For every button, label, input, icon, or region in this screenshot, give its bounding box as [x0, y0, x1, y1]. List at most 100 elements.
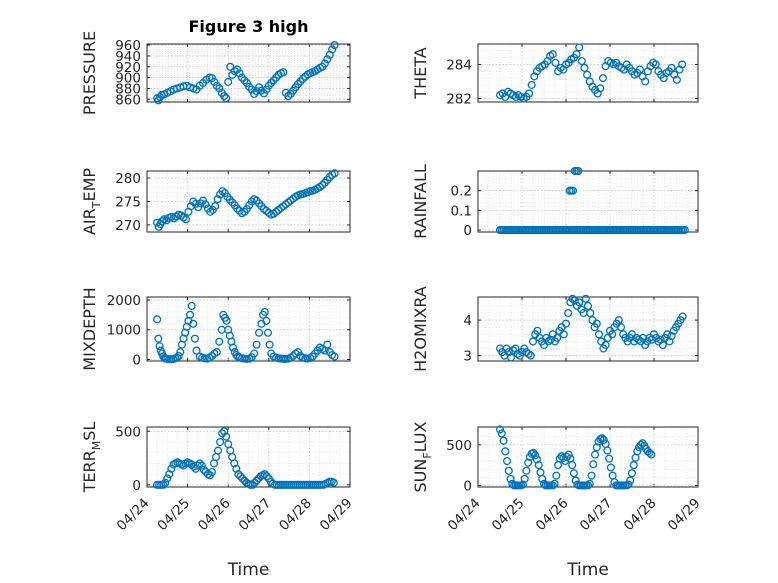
data-point	[592, 319, 601, 328]
data-point	[328, 45, 337, 54]
data-point	[222, 316, 231, 325]
data-point	[497, 429, 506, 438]
data-point	[577, 57, 586, 66]
data-point	[524, 89, 534, 98]
y-axis-label: AIRTEMP	[80, 168, 103, 235]
data-point	[190, 334, 199, 343]
data-point	[532, 455, 542, 464]
x-tick-label: 04/24	[445, 495, 484, 534]
data-point	[263, 328, 273, 337]
data-point	[236, 472, 245, 481]
data-point	[561, 319, 571, 328]
y-tick-label: 280	[115, 171, 141, 187]
data-point	[153, 315, 162, 324]
data-point	[627, 469, 637, 478]
data-point	[213, 195, 222, 204]
data-point	[568, 461, 577, 470]
data-point	[678, 60, 687, 69]
data-point	[636, 440, 645, 449]
subplot-theta: 282 284 THETA	[411, 43, 699, 108]
data-point	[575, 298, 584, 307]
data-point	[495, 425, 505, 434]
data-point	[189, 319, 198, 328]
data-point	[552, 471, 561, 480]
data-point	[564, 308, 573, 318]
data-point	[501, 447, 510, 456]
data-point	[199, 465, 208, 474]
data-point	[215, 337, 224, 346]
x-tick-label: 04/26	[533, 495, 572, 534]
subplot-h2omixra: 3 4 H2OMIXRA	[411, 286, 699, 372]
x-tick-label: 04/25	[489, 495, 528, 534]
data-point	[329, 478, 338, 487]
x-tick-label: 04/26	[195, 495, 234, 534]
y-tick-label: 940	[115, 49, 141, 65]
x-tick-label: 04/28	[621, 495, 660, 534]
y-tick-label: 284	[446, 57, 472, 73]
data-point	[193, 461, 202, 470]
data-point	[528, 337, 538, 346]
data-point	[265, 340, 274, 349]
data-point	[614, 316, 623, 325]
y-tick-label: 500	[446, 438, 472, 454]
data-point	[252, 340, 261, 349]
data-point	[250, 478, 259, 487]
data-point	[330, 352, 339, 361]
y-tick-label: 0.1	[451, 203, 472, 219]
data-point	[176, 348, 185, 357]
data-point	[157, 217, 167, 226]
data-point	[232, 464, 241, 473]
data-point	[192, 346, 201, 355]
y-tick-label: 0	[132, 478, 141, 494]
data-point	[590, 450, 600, 459]
data-point	[238, 474, 247, 483]
data-point	[222, 94, 231, 103]
y-axis-label: RAINFALL	[411, 164, 430, 239]
data-point	[592, 443, 601, 452]
x-axis-label: Time	[227, 560, 270, 580]
figure-title: Figure 3 high	[189, 17, 309, 36]
data-point	[201, 200, 210, 209]
subplot-mixdepth: 0 1000 2000 MIXDEPTH	[80, 287, 351, 371]
data-point	[260, 470, 269, 479]
data-point	[534, 461, 543, 470]
data-point	[633, 447, 642, 456]
x-tick-label: 04/27	[236, 495, 275, 534]
x-tick-label: 04/27	[577, 495, 616, 534]
data-point	[179, 213, 188, 222]
data-point	[247, 85, 256, 94]
data-point	[214, 446, 223, 455]
data-point	[663, 330, 672, 339]
x-tick-label: 04/28	[276, 495, 315, 534]
data-point	[260, 307, 269, 316]
y-axis-label: MIXDEPTH	[80, 287, 99, 370]
data-point	[161, 478, 170, 487]
data-point	[629, 461, 638, 470]
data-point	[250, 349, 259, 358]
data-point	[234, 470, 243, 479]
data-point	[586, 308, 595, 318]
data-point	[165, 470, 174, 479]
data-point	[235, 206, 244, 215]
y-tick-label: 0	[463, 478, 472, 494]
data-point	[524, 458, 533, 467]
y-axis-label: SUNFLUX	[411, 421, 434, 492]
data-point	[187, 301, 196, 310]
data-point	[568, 294, 577, 303]
y-tick-label: 275	[115, 195, 141, 211]
data-point	[230, 459, 239, 468]
data-point	[583, 301, 593, 310]
data-point	[548, 50, 557, 59]
data-point	[262, 316, 271, 325]
data-point	[626, 476, 635, 485]
data-point	[330, 169, 339, 178]
plot-area	[478, 297, 698, 361]
data-point	[506, 353, 516, 362]
y-tick-label: 0	[132, 353, 141, 369]
data-point	[189, 462, 198, 471]
data-point	[548, 481, 557, 490]
data-point	[248, 480, 257, 489]
data-point	[589, 460, 598, 469]
data-point	[583, 481, 593, 490]
